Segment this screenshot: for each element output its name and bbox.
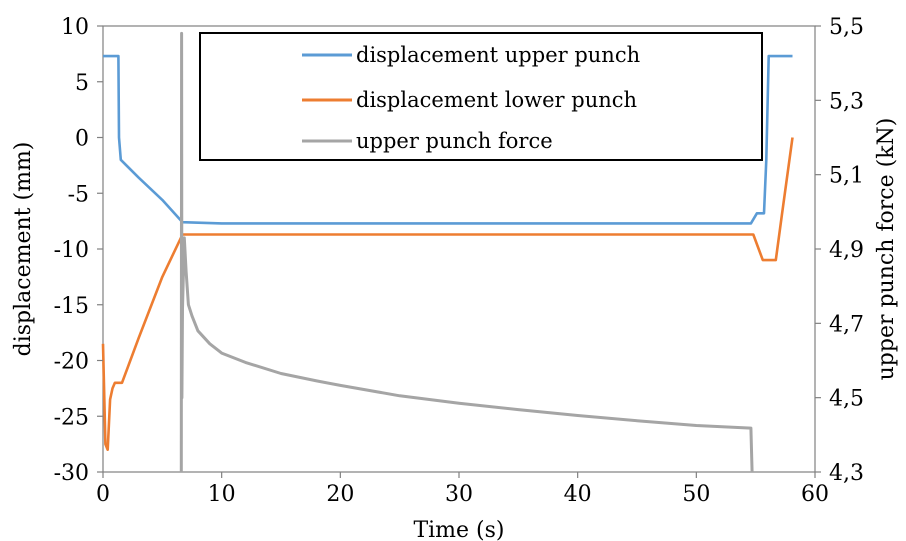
- y-tick-label: -20: [54, 350, 89, 375]
- y-axis-title: displacement (mm): [11, 142, 36, 357]
- x-axis-title: Time (s): [413, 518, 504, 541]
- y2-tick-label: 4,7: [829, 312, 864, 337]
- y-tick-label: 0: [75, 127, 89, 152]
- legend: displacement upper punch displacement low…: [199, 32, 763, 161]
- series-layer: [101, 31, 794, 473]
- y-tick-label: 10: [61, 15, 89, 40]
- x-tick-label: 0: [96, 482, 110, 507]
- y2-tick-label: 5,5: [829, 15, 864, 40]
- x-tick-label: 50: [682, 482, 710, 507]
- y2-tick-label: 5,3: [829, 89, 864, 114]
- y2-tick-label: 4,5: [829, 387, 864, 412]
- legend-box: [199, 32, 763, 161]
- series-line-2: [101, 137, 794, 451]
- y2-tick-label: 4,3: [829, 461, 864, 486]
- series-line-1: [103, 54, 793, 225]
- x-tick-label: 10: [208, 482, 236, 507]
- legend-label-1: displacement upper punch: [356, 43, 640, 67]
- x-tick-label: 30: [445, 482, 473, 507]
- y2-tick-label: 5,1: [829, 164, 864, 189]
- y-tick-label: -15: [54, 294, 89, 319]
- y2-axis-title: upper punch force (kN): [874, 118, 899, 381]
- ticks-layer: 0 10 20 30 40 50 60 -30 -25 -20 -15 -10 -5 0 5 10 4,3 4,5…: [54, 15, 864, 507]
- y-tick-label: -30: [54, 461, 89, 486]
- y-tick-label: -5: [68, 182, 89, 207]
- y-tick-label: 5: [75, 71, 89, 96]
- legend-label-2: displacement lower punch: [356, 88, 637, 112]
- series-line-3: [179, 31, 754, 473]
- y-tick-label: -10: [54, 238, 89, 263]
- x-tick-label: 20: [326, 482, 354, 507]
- x-tick-label: 60: [801, 482, 829, 507]
- x-tick-label: 40: [564, 482, 592, 507]
- legend-label-3: upper punch force: [356, 129, 553, 153]
- y2-tick-label: 4,9: [829, 238, 864, 263]
- y-tick-label: -25: [54, 405, 89, 430]
